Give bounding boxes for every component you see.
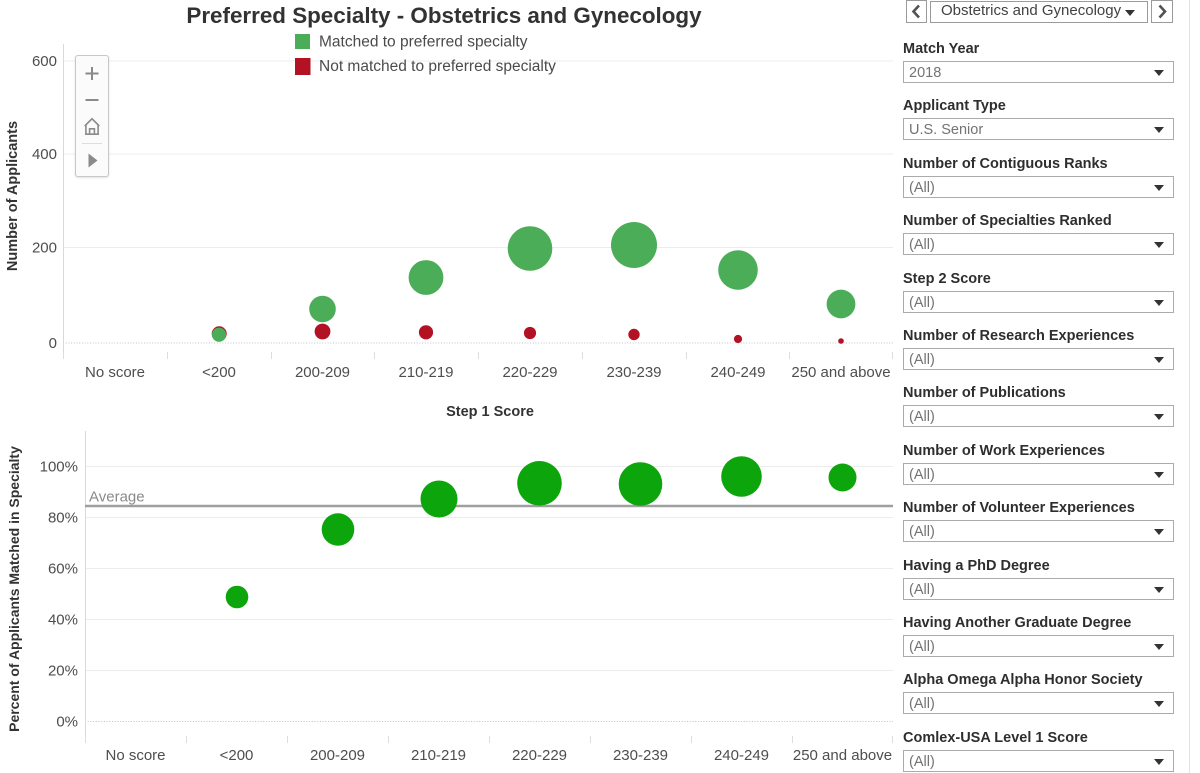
svg-text:Step 1 Score: Step 1 Score (446, 404, 534, 420)
svg-text:Matched to preferred specialty: Matched to preferred specialty (319, 34, 528, 51)
svg-text:0%: 0% (56, 714, 78, 731)
svg-text:60%: 60% (48, 561, 78, 578)
svg-text:200-209: 200-209 (295, 364, 350, 381)
svg-text:100%: 100% (40, 459, 78, 476)
svg-text:220-229: 220-229 (512, 747, 567, 764)
svg-text:400: 400 (32, 146, 57, 163)
svg-text:No score: No score (105, 747, 165, 764)
svg-text:20%: 20% (48, 663, 78, 680)
svg-text:200: 200 (32, 240, 57, 257)
svg-text:250 and above: 250 and above (793, 747, 892, 764)
svg-text:600: 600 (32, 53, 57, 70)
svg-text:Not matched to preferred speci: Not matched to preferred specialty (319, 58, 556, 75)
svg-text:240-249: 240-249 (714, 747, 769, 764)
svg-text:230-239: 230-239 (613, 747, 668, 764)
svg-text:80%: 80% (48, 510, 78, 527)
svg-text:250 and above: 250 and above (791, 364, 890, 381)
svg-text:No score: No score (85, 364, 145, 381)
svg-text:Percent of Applicants Matched: Percent of Applicants Matched in Special… (6, 446, 22, 732)
svg-text:0: 0 (49, 335, 57, 352)
svg-text:Average: Average (89, 489, 145, 506)
svg-text:220-229: 220-229 (502, 364, 557, 381)
svg-text:200-209: 200-209 (310, 747, 365, 764)
svg-text:210-219: 210-219 (411, 747, 466, 764)
svg-text:40%: 40% (48, 612, 78, 629)
svg-text:<200: <200 (202, 364, 236, 381)
svg-text:Number of Applicants: Number of Applicants (5, 121, 21, 271)
svg-text:230-239: 230-239 (606, 364, 661, 381)
svg-text:240-249: 240-249 (710, 364, 765, 381)
svg-text:210-219: 210-219 (398, 364, 453, 381)
svg-text:<200: <200 (220, 747, 254, 764)
